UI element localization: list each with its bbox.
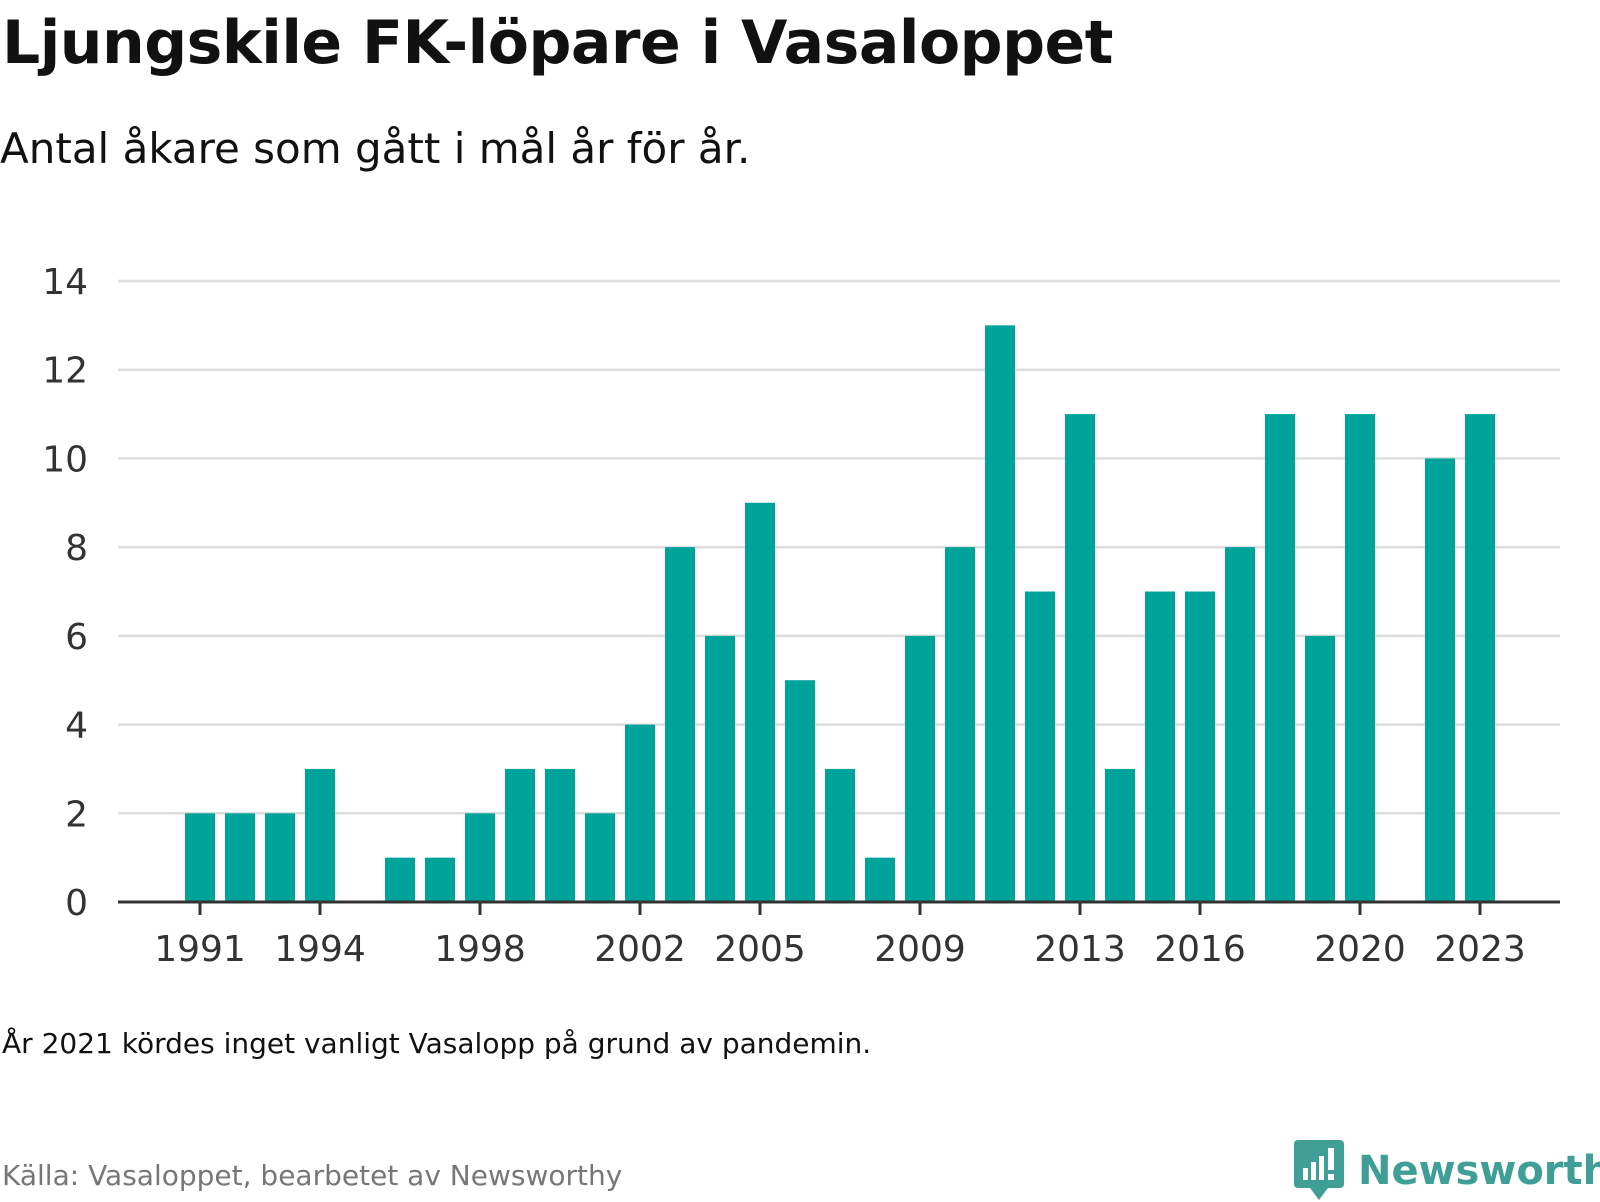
bar (665, 547, 695, 902)
bar (545, 768, 575, 902)
bar (1465, 414, 1495, 902)
bar (265, 813, 295, 902)
chart-subtitle: Antal åkare som gått i mål år för år. (0, 124, 751, 173)
bar (1305, 635, 1335, 902)
newsworthy-logo-icon (1294, 1140, 1344, 1200)
bar (865, 857, 895, 902)
x-tick-label: 1991 (154, 929, 246, 970)
x-tick-label: 1998 (434, 929, 526, 970)
bar (425, 857, 455, 902)
bar (625, 724, 655, 902)
bar (185, 813, 215, 902)
bar (1345, 414, 1375, 902)
brand-logo: Newsworthy (1294, 1140, 1600, 1202)
bar (1265, 414, 1295, 902)
bar (465, 813, 495, 902)
bar (505, 768, 535, 902)
bar (1425, 458, 1455, 902)
bar (905, 635, 935, 902)
y-tick-label: 6 (65, 617, 88, 658)
bar (825, 768, 855, 902)
source-credit: Källa: Vasaloppet, bearbetet av Newswort… (2, 1159, 623, 1192)
y-tick-label: 12 (42, 351, 88, 392)
bar (705, 635, 735, 902)
y-axis-labels: 0 2 4 6 8 10 12 14 (42, 262, 88, 924)
y-tick-label: 8 (65, 528, 88, 569)
y-tick-label: 14 (42, 262, 88, 303)
x-axis (118, 900, 1560, 915)
bars (185, 325, 1495, 902)
chart-title: Ljungskile FK-löpare i Vasaloppet (2, 8, 1113, 78)
brand-name: Newsworthy (1358, 1148, 1600, 1194)
x-tick-label: 2020 (1314, 929, 1406, 970)
x-tick-label: 2013 (1034, 929, 1126, 970)
bar (305, 768, 335, 902)
bar (945, 547, 975, 902)
y-tick-label: 4 (65, 706, 88, 747)
y-tick-label: 10 (42, 439, 88, 480)
bar (385, 857, 415, 902)
x-tick-label: 2009 (874, 929, 966, 970)
bar (1065, 414, 1095, 902)
y-tick-label: 2 (65, 794, 88, 835)
gridlines (118, 279, 1560, 815)
bar (225, 813, 255, 902)
footnote: År 2021 kördes inget vanligt Vasalopp på… (2, 1027, 872, 1060)
bar (785, 680, 815, 902)
bar (1145, 591, 1175, 902)
bar (1105, 768, 1135, 902)
bar (745, 502, 775, 902)
x-tick-label: 1994 (274, 929, 366, 970)
bar (1025, 591, 1055, 902)
x-tick-label: 2002 (594, 929, 686, 970)
y-tick-label: 0 (65, 883, 88, 924)
bar (1185, 591, 1215, 902)
bar (985, 325, 1015, 902)
x-axis-labels: 1991 1994 1998 2002 2005 2009 2013 2016 2020 2023 (154, 929, 1526, 970)
x-tick-label: 2023 (1434, 929, 1526, 970)
bar (1225, 547, 1255, 902)
x-tick-label: 2016 (1154, 929, 1246, 970)
x-tick-label: 2005 (714, 929, 806, 970)
bar-chart: 0 2 4 6 8 10 12 14 1991 1994 1998 2002 2005 2009 2013… (42, 262, 1560, 970)
bar (585, 813, 615, 902)
